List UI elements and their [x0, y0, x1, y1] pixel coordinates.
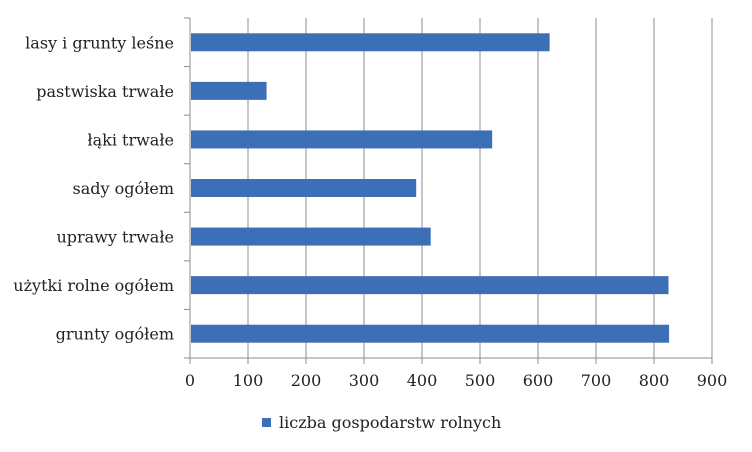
- x-tick-label: 500: [465, 371, 496, 390]
- category-label: sady ogółem: [73, 179, 174, 198]
- x-tick-label: 200: [291, 371, 322, 390]
- category-label: grunty ogółem: [56, 325, 174, 344]
- legend: liczba gospodarstw rolnych: [262, 410, 501, 434]
- bar: [191, 227, 431, 246]
- category-label: uprawy trwałe: [56, 228, 174, 247]
- bar: [191, 276, 669, 295]
- x-tick-label: 900: [697, 371, 728, 390]
- bar: [191, 33, 550, 52]
- category-label: pastwiska trwałe: [36, 82, 174, 101]
- legend-label: liczba gospodarstw rolnych: [279, 412, 502, 432]
- bar: [191, 179, 417, 197]
- x-tick-label: 0: [185, 371, 195, 390]
- bar: [191, 130, 493, 149]
- legend-swatch: [262, 417, 271, 427]
- bar: [191, 81, 267, 100]
- category-label: użytki rolne ogółem: [13, 276, 174, 295]
- x-tick-label: 300: [349, 371, 380, 390]
- x-tick-label: 800: [639, 371, 670, 390]
- x-tick-label: 700: [581, 371, 612, 390]
- category-label: łąki trwałe: [87, 130, 174, 149]
- x-tick-label: 100: [233, 371, 264, 390]
- x-tick-label: 600: [523, 371, 554, 390]
- bar: [191, 324, 670, 343]
- category-label: lasy i grunty leśne: [25, 33, 174, 52]
- x-tick-label: 400: [407, 371, 438, 390]
